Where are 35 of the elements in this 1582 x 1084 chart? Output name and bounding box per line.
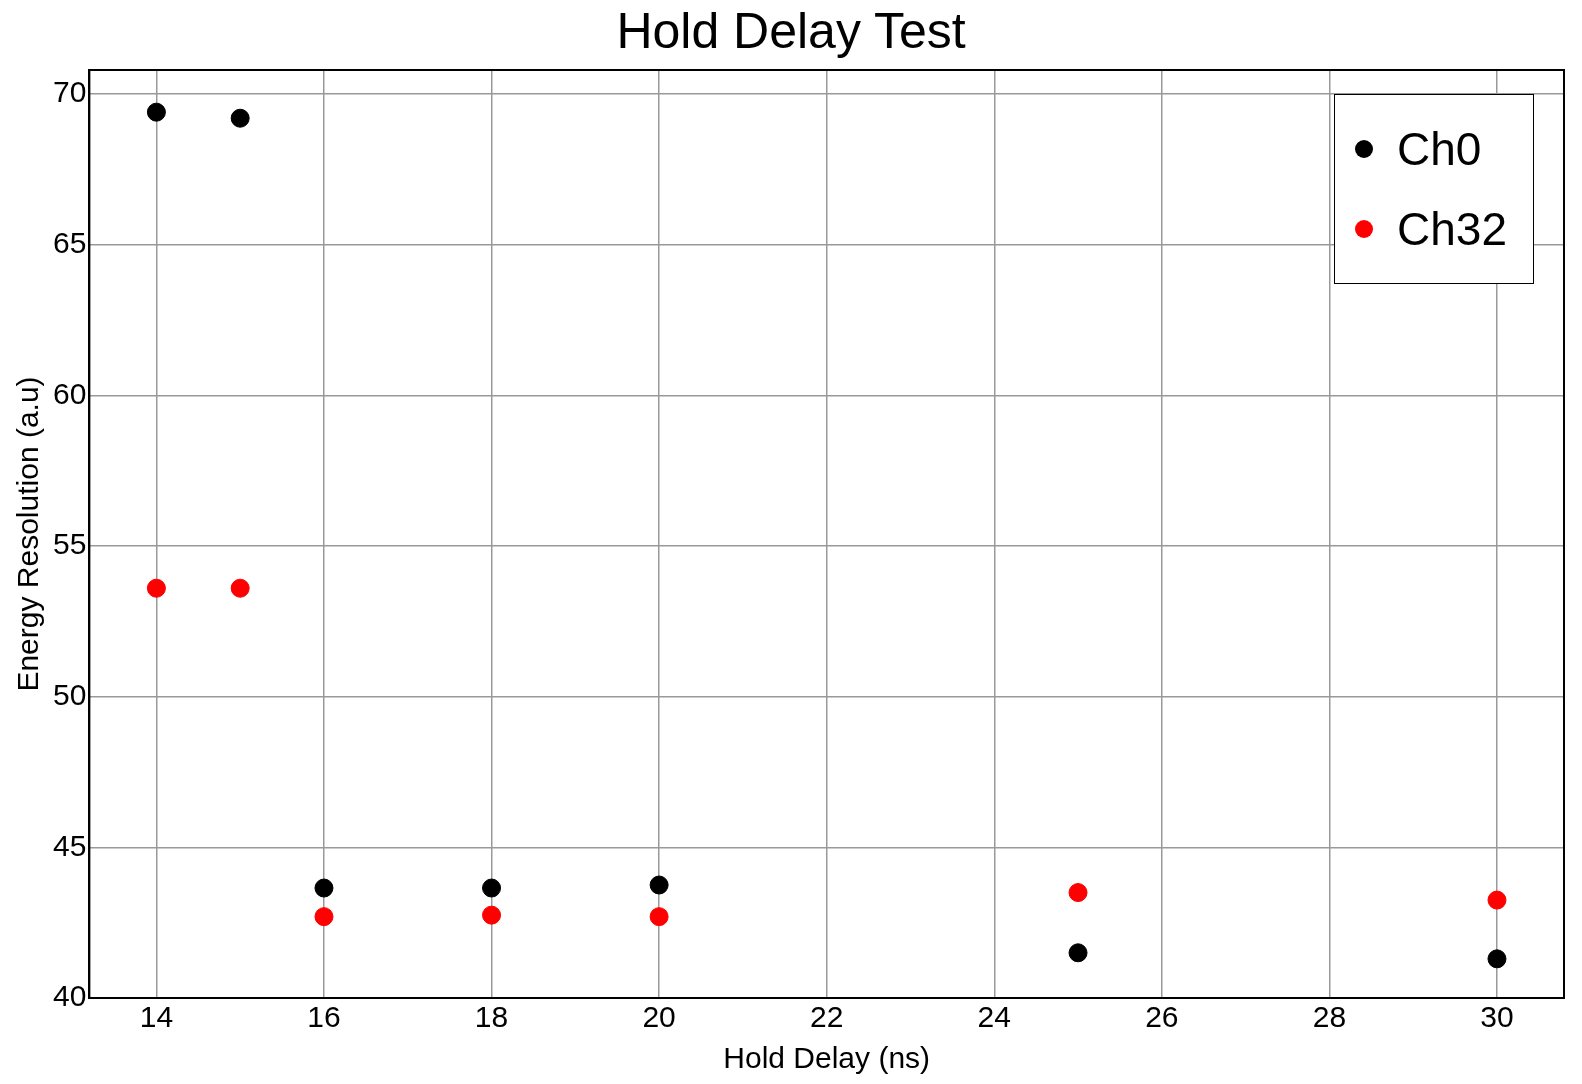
point <box>146 578 166 598</box>
y-tick-label: 45 <box>52 828 87 862</box>
point <box>649 875 669 895</box>
point <box>1487 890 1507 910</box>
x-tick-label: 28 <box>1312 1000 1347 1034</box>
point <box>482 905 502 925</box>
point <box>230 578 250 598</box>
point <box>146 102 166 122</box>
x-axis-title: Hold Delay (ns) <box>723 1041 931 1075</box>
y-tick-label: 40 <box>52 979 87 1013</box>
y-axis-title: Energy Resolution (a.u) <box>11 376 45 692</box>
x-tick-label: 18 <box>474 1000 509 1034</box>
chart-title: Hold Delay Test <box>615 2 967 60</box>
x-tick-label: 24 <box>977 1000 1011 1034</box>
point <box>1068 943 1088 963</box>
point <box>649 907 669 927</box>
y-tick-label: 65 <box>52 226 87 260</box>
point <box>314 878 334 898</box>
y-tick-label: 60 <box>52 376 87 410</box>
x-tick-label: 26 <box>1145 1000 1179 1034</box>
y-tick-label: 55 <box>52 527 87 561</box>
legend-label: Ch0 <box>1396 122 1483 177</box>
point <box>230 108 250 128</box>
x-tick-label: 14 <box>139 1000 174 1034</box>
point <box>482 878 502 898</box>
y-tick-label: 50 <box>52 677 87 711</box>
point <box>314 907 334 927</box>
point <box>1068 883 1088 903</box>
x-tick-label: 22 <box>810 1000 844 1034</box>
x-tick-label: 20 <box>642 1000 676 1034</box>
point <box>1487 949 1507 969</box>
x-tick-label: 16 <box>307 1000 341 1034</box>
legend-label: Ch32 <box>1396 202 1507 257</box>
y-tick-label: 70 <box>52 75 87 109</box>
x-tick-label: 30 <box>1480 1000 1514 1034</box>
